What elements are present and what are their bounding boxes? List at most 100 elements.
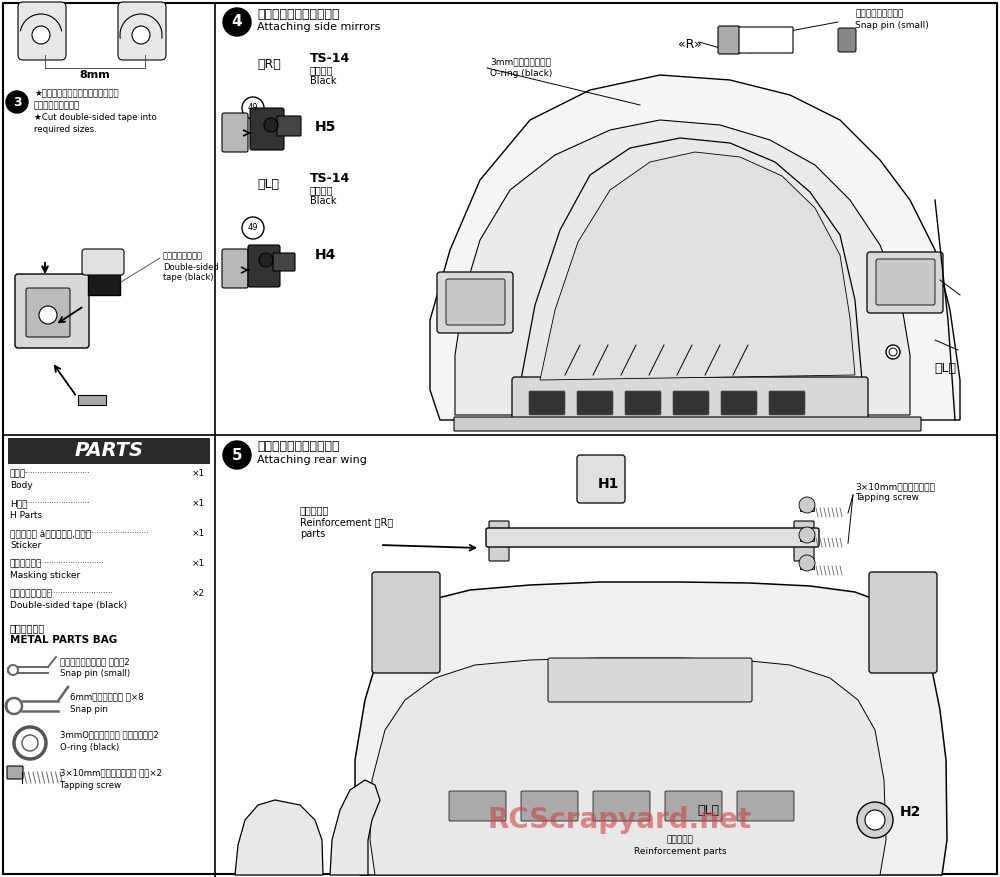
Text: craft: craft	[745, 39, 760, 45]
Text: ····························: ····························	[37, 560, 104, 568]
Text: 64: 64	[769, 42, 783, 52]
Text: ×1: ×1	[192, 560, 205, 568]
Text: 3×10mmタッピングビス ・・×2: 3×10mmタッピングビス ・・×2	[60, 768, 162, 778]
Text: マスクシール: マスクシール	[10, 560, 42, 568]
Text: Masking sticker: Masking sticker	[10, 572, 80, 581]
Circle shape	[242, 217, 264, 239]
Circle shape	[886, 345, 900, 359]
Text: ····························: ····························	[24, 469, 90, 479]
Text: tape (black): tape (black)	[163, 274, 214, 282]
Text: ★Cut double-sided tape into: ★Cut double-sided tape into	[34, 113, 157, 123]
FancyBboxPatch shape	[446, 279, 505, 325]
Polygon shape	[370, 658, 886, 875]
Text: ····························: ····························	[46, 589, 112, 598]
Text: H4: H4	[315, 248, 336, 262]
Circle shape	[22, 735, 38, 751]
Text: 3mmオリング（黒）: 3mmオリング（黒）	[730, 401, 791, 410]
FancyBboxPatch shape	[222, 249, 248, 288]
Text: 3×10mmタッピングビス: 3×10mmタッピングビス	[855, 482, 935, 491]
Text: H5: H5	[315, 120, 336, 134]
Text: H2: H2	[900, 805, 921, 819]
Text: parts: parts	[300, 529, 325, 539]
Polygon shape	[520, 138, 862, 385]
FancyBboxPatch shape	[449, 791, 506, 821]
Text: Reinforcement parts: Reinforcement parts	[634, 847, 726, 857]
FancyBboxPatch shape	[512, 377, 868, 423]
Bar	[800, 502, 814, 511]
Text: H Parts: H Parts	[10, 511, 42, 521]
Text: ★両面テープは部品のサイズに合わ: ★両面テープは部品のサイズに合わ	[34, 89, 119, 98]
Text: 《R》: 《R》	[257, 58, 281, 70]
Polygon shape	[540, 152, 855, 380]
Text: square: square	[745, 49, 767, 54]
Text: スナップピン（小）: スナップピン（小）	[855, 10, 903, 18]
Text: Tapping screw: Tapping screw	[855, 494, 919, 503]
FancyBboxPatch shape	[7, 766, 23, 779]
Text: 《金具袋詰》: 《金具袋詰》	[10, 623, 45, 633]
Text: TS-14: TS-14	[310, 52, 350, 65]
FancyBboxPatch shape	[26, 288, 70, 337]
Text: Snap pin: Snap pin	[70, 704, 108, 714]
Text: 8mm: 8mm	[80, 70, 110, 80]
Bar	[8, 438, 210, 464]
Circle shape	[39, 306, 57, 324]
Text: 《L》: 《L》	[934, 361, 956, 374]
FancyBboxPatch shape	[372, 572, 440, 673]
Text: Body: Body	[10, 481, 33, 490]
Text: ステッカー â（あ）,（い）: ステッカー â（あ）,（い）	[10, 530, 91, 538]
Text: PARTS: PARTS	[74, 441, 144, 460]
FancyBboxPatch shape	[794, 521, 814, 561]
Circle shape	[857, 802, 893, 838]
Text: ×1: ×1	[192, 530, 205, 538]
Circle shape	[264, 118, 278, 132]
FancyBboxPatch shape	[673, 391, 709, 415]
Bar	[78, 395, 106, 405]
Text: Attaching side mirrors: Attaching side mirrors	[257, 22, 380, 32]
Text: Sticker: Sticker	[10, 541, 41, 551]
FancyBboxPatch shape	[222, 113, 248, 152]
FancyBboxPatch shape	[593, 791, 650, 821]
Text: スナップピン（小） ・・プ2: スナップピン（小） ・・プ2	[60, 658, 130, 667]
FancyBboxPatch shape	[737, 791, 794, 821]
FancyBboxPatch shape	[454, 417, 921, 431]
Text: 《L》: 《L》	[697, 803, 719, 816]
Text: 49: 49	[248, 224, 258, 232]
Text: 補強パーツ: 補強パーツ	[300, 505, 329, 515]
Circle shape	[259, 253, 273, 267]
Circle shape	[865, 810, 885, 830]
Text: 補強パーツ: 補強パーツ	[667, 836, 693, 845]
FancyBboxPatch shape	[248, 245, 280, 287]
Text: O-ring (black): O-ring (black)	[490, 68, 552, 77]
Polygon shape	[430, 75, 960, 420]
FancyBboxPatch shape	[548, 658, 752, 702]
Text: ブラック: ブラック	[310, 65, 334, 75]
FancyBboxPatch shape	[489, 521, 509, 561]
Text: H1: H1	[597, 477, 619, 491]
FancyBboxPatch shape	[876, 259, 935, 305]
Text: ····························: ····························	[82, 530, 148, 538]
Text: O-ring (black): O-ring (black)	[730, 411, 792, 420]
FancyBboxPatch shape	[838, 28, 856, 52]
Text: せて切り取ります。: せて切り取ります。	[34, 102, 80, 111]
Circle shape	[14, 727, 46, 759]
Text: ····························: ····························	[24, 500, 90, 509]
Circle shape	[6, 91, 28, 113]
Circle shape	[223, 441, 251, 469]
Text: H部品: H部品	[10, 500, 28, 509]
Text: 両面テープ（黒）: 両面テープ（黒）	[163, 252, 203, 260]
Text: Black: Black	[310, 196, 336, 206]
Polygon shape	[355, 582, 947, 875]
Text: 5: 5	[232, 447, 242, 462]
FancyBboxPatch shape	[769, 391, 805, 415]
Text: 6mmスナップピン ・×8: 6mmスナップピン ・×8	[70, 693, 144, 702]
Text: Tapping screw: Tapping screw	[60, 781, 121, 789]
FancyBboxPatch shape	[18, 2, 66, 60]
Polygon shape	[455, 120, 910, 415]
Text: 3: 3	[13, 96, 21, 109]
FancyBboxPatch shape	[15, 274, 89, 348]
Circle shape	[32, 26, 50, 44]
FancyBboxPatch shape	[869, 572, 937, 673]
FancyBboxPatch shape	[273, 253, 295, 271]
FancyBboxPatch shape	[867, 252, 943, 313]
Circle shape	[799, 497, 815, 513]
